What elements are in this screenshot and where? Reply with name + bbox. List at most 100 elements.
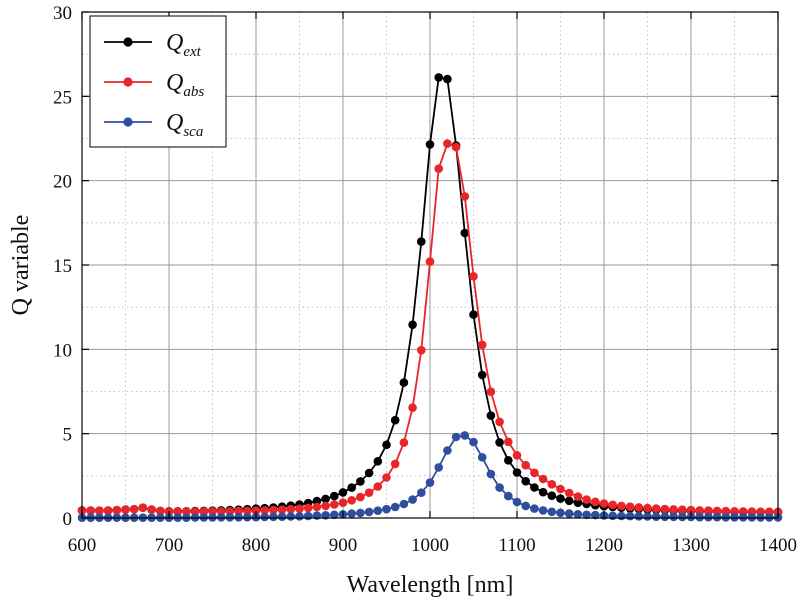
x-tick-label: 800 xyxy=(242,535,271,556)
data-point-sca xyxy=(443,446,452,455)
data-point-ext xyxy=(408,320,417,330)
x-tick-label: 1400 xyxy=(759,535,797,556)
data-point-abs xyxy=(303,503,313,513)
data-point-abs xyxy=(469,272,478,281)
data-point-sca xyxy=(434,463,444,472)
data-point-sca xyxy=(373,506,383,515)
data-point-ext xyxy=(547,491,557,501)
data-point-abs xyxy=(277,505,287,514)
data-point-abs xyxy=(138,503,148,512)
data-point-ext xyxy=(434,73,444,82)
data-point-sca xyxy=(460,431,470,440)
data-point-sca xyxy=(582,510,591,520)
data-point-sca xyxy=(695,512,704,522)
data-point-sca xyxy=(234,513,243,522)
data-point-sca xyxy=(399,499,409,509)
data-point-ext xyxy=(330,491,339,501)
tick-labels: 600 700 800 900 1000 1100 1200 1300 1400 0 5 10 15 20… xyxy=(53,3,797,556)
data-point-ext xyxy=(460,228,470,238)
data-point-ext xyxy=(512,468,522,477)
data-point-abs xyxy=(312,502,322,512)
data-point-ext xyxy=(443,74,452,84)
data-point-abs xyxy=(216,507,226,516)
data-point-abs xyxy=(451,142,461,152)
data-point-sca xyxy=(704,512,713,522)
y-tick-label: 20 xyxy=(53,172,72,193)
x-tick-label: 1000 xyxy=(411,535,449,556)
data-point-ext xyxy=(356,477,365,486)
data-point-sca xyxy=(512,497,522,507)
legend-entry-abs: Qabs xyxy=(104,70,204,100)
data-point-abs xyxy=(321,501,330,511)
data-point-ext xyxy=(321,494,330,504)
data-point-abs xyxy=(712,506,722,516)
data-point-sca xyxy=(390,502,400,512)
data-point-abs xyxy=(504,437,513,447)
data-point-ext xyxy=(521,476,530,486)
data-point-sca xyxy=(660,512,670,522)
legend-symbol: Q xyxy=(166,110,183,136)
data-point-sca xyxy=(477,453,487,462)
data-point-sca xyxy=(573,510,583,519)
data-point-abs xyxy=(538,474,548,484)
data-point-sca xyxy=(295,512,304,521)
data-point-sca xyxy=(417,488,426,498)
data-point-ext xyxy=(573,498,583,508)
legend-subscript: sca xyxy=(183,124,203,140)
data-point-sca xyxy=(269,512,278,522)
legend-marker-ext xyxy=(123,37,133,47)
data-point-abs xyxy=(486,387,496,397)
legend-box xyxy=(89,15,227,148)
data-point-abs xyxy=(704,506,713,515)
legend-symbol: Q xyxy=(166,30,183,56)
y-tick-label: 0 xyxy=(63,509,73,530)
data-point-ext xyxy=(390,415,400,425)
data-point-sca xyxy=(382,504,391,514)
data-point-sca xyxy=(312,511,322,520)
data-point-abs xyxy=(95,506,104,515)
data-point-ext xyxy=(504,456,513,465)
x-axis-title: Wavelength [nm] xyxy=(347,572,514,598)
data-point-sca xyxy=(486,469,496,479)
data-point-abs xyxy=(147,505,156,514)
data-point-abs xyxy=(434,164,444,173)
data-point-ext xyxy=(495,438,504,447)
data-point-abs xyxy=(286,504,296,514)
data-point-sca xyxy=(556,508,565,518)
data-point-abs xyxy=(477,340,487,350)
data-point-sca xyxy=(451,432,461,442)
legend-subscript: abs xyxy=(183,84,204,100)
data-point-abs xyxy=(382,473,391,482)
data-point-abs xyxy=(443,139,452,148)
data-point-sca xyxy=(625,511,635,521)
data-point-abs xyxy=(495,417,504,427)
data-point-sca xyxy=(538,506,548,515)
data-point-ext xyxy=(477,370,487,380)
data-point-abs xyxy=(295,504,304,513)
legend-subscript: ext xyxy=(183,44,201,60)
data-point-abs xyxy=(356,492,365,502)
data-point-abs xyxy=(103,506,113,515)
data-point-ext xyxy=(486,411,496,420)
data-point-abs xyxy=(660,504,670,514)
data-point-sca xyxy=(243,512,252,522)
data-point-sca xyxy=(634,512,644,521)
data-point-sca xyxy=(504,491,513,501)
data-point-abs xyxy=(599,499,609,508)
data-point-sca xyxy=(425,478,435,487)
data-point-abs xyxy=(573,492,583,501)
data-point-abs xyxy=(225,507,235,516)
y-tick-label: 10 xyxy=(53,340,72,361)
data-point-sca xyxy=(225,513,235,522)
data-point-sca xyxy=(608,511,617,521)
data-point-ext xyxy=(538,487,548,497)
data-point-ext xyxy=(530,483,539,492)
data-point-abs xyxy=(521,460,530,470)
data-point-abs xyxy=(199,507,209,516)
data-point-abs xyxy=(634,503,644,512)
data-point-sca xyxy=(495,483,504,492)
data-point-abs xyxy=(269,505,278,515)
data-point-abs xyxy=(260,506,270,515)
legend-marker-sca xyxy=(123,117,133,127)
data-point-abs xyxy=(625,502,635,512)
